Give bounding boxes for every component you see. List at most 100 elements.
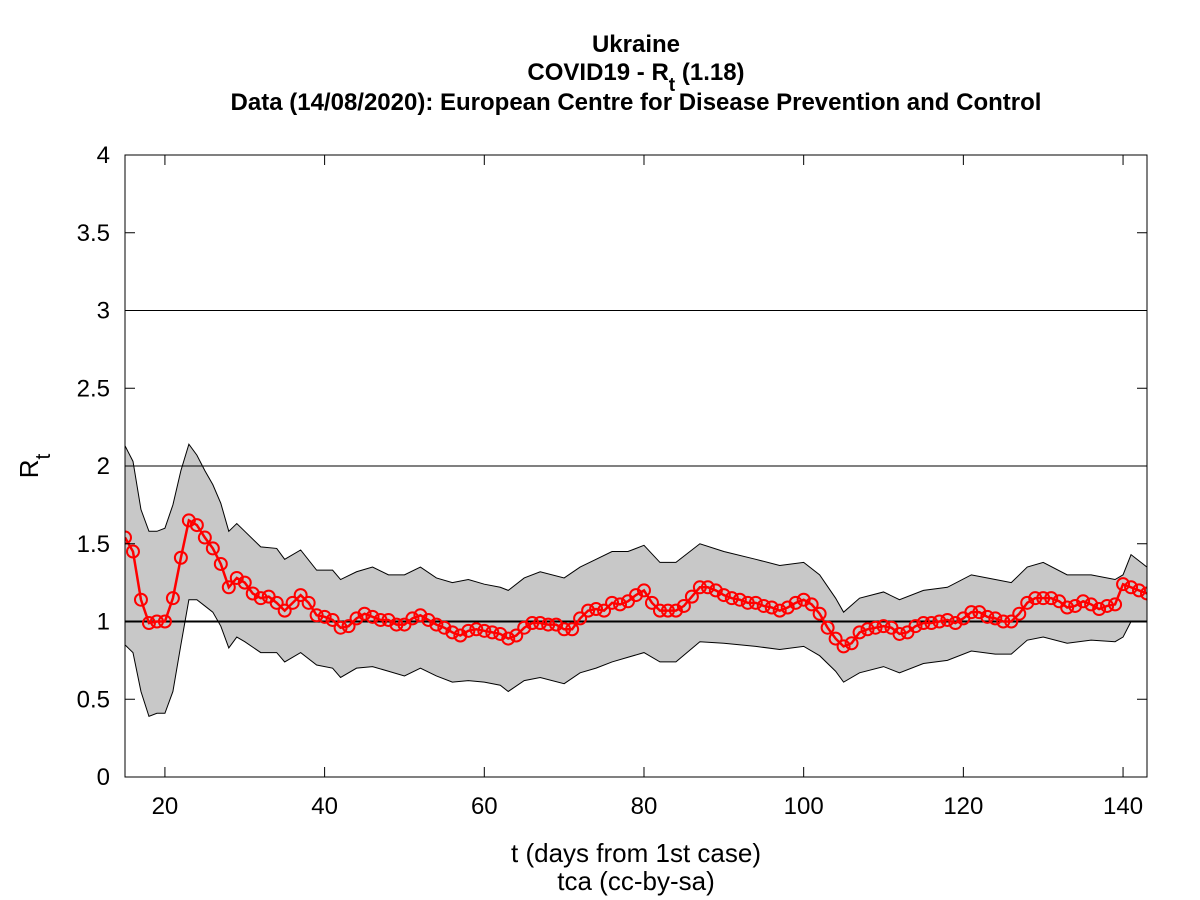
data-point	[852, 625, 867, 640]
data-point	[205, 541, 220, 556]
data-point	[157, 614, 172, 629]
data-point	[1100, 598, 1115, 613]
data-point	[141, 616, 156, 631]
data-point	[804, 597, 819, 612]
data-point	[876, 619, 891, 634]
data-point	[557, 622, 572, 637]
data-point	[1108, 597, 1123, 612]
data-point	[389, 617, 404, 632]
data-point	[964, 605, 979, 620]
data-point	[716, 588, 731, 603]
x-tick-label: 100	[784, 793, 824, 820]
y-tick-label: 2.5	[77, 375, 110, 402]
data-point	[613, 597, 628, 612]
data-point	[309, 608, 324, 623]
x-tick-label: 120	[943, 793, 983, 820]
data-point	[189, 518, 204, 533]
y-axis-label-sub: t	[32, 454, 55, 460]
data-point	[477, 623, 492, 638]
data-point	[221, 580, 236, 595]
y-tick-label: 1.5	[77, 531, 110, 558]
data-point	[293, 588, 308, 603]
chart-title: Data (14/08/2020): European Centre for D…	[231, 89, 1042, 116]
data-point	[700, 580, 715, 595]
data-point	[836, 639, 851, 654]
data-point	[644, 595, 659, 610]
y-axis-label-main: R	[14, 460, 44, 479]
data-point	[405, 611, 420, 626]
data-point	[461, 623, 476, 638]
caption: tca (cc-by-sa)	[557, 866, 714, 896]
data-point	[213, 556, 228, 571]
data-point	[317, 609, 332, 624]
x-axis-label: t (days from 1st case)	[511, 838, 761, 868]
data-point	[924, 616, 939, 631]
data-point	[868, 620, 883, 635]
data-point	[525, 616, 540, 631]
data-point	[652, 603, 667, 618]
data-point	[940, 612, 955, 627]
data-point	[636, 583, 651, 598]
data-point	[533, 616, 548, 631]
data-point	[1076, 594, 1091, 609]
data-point	[541, 617, 556, 632]
data-point	[932, 614, 947, 629]
data-point	[1044, 591, 1059, 606]
data-point	[1036, 591, 1051, 606]
y-tick-label: 0.5	[77, 686, 110, 713]
data-point	[133, 592, 148, 607]
data-point	[1124, 580, 1139, 595]
y-tick-label: 4	[97, 142, 110, 169]
data-point	[1028, 591, 1043, 606]
data-point	[692, 580, 707, 595]
data-point	[605, 595, 620, 610]
data-point	[429, 617, 444, 632]
data-point	[724, 591, 739, 606]
chart-title: Ukraine	[592, 31, 680, 58]
data-point	[589, 602, 604, 617]
data-point	[996, 614, 1011, 629]
data-point	[844, 636, 859, 651]
chart-title-sub: t	[669, 75, 676, 96]
plot-area	[125, 310, 1147, 718]
data-point	[237, 575, 252, 590]
confidence-band	[125, 443, 1147, 718]
data-point	[660, 603, 675, 618]
chart-title: COVID19 - Rt (1.18)	[527, 59, 744, 96]
data-point	[916, 616, 931, 631]
data-point	[365, 609, 380, 624]
y-tick-label: 2	[97, 453, 110, 480]
data-point	[373, 612, 388, 627]
data-point	[573, 611, 588, 626]
x-tick-label: 20	[152, 793, 179, 820]
data-point	[325, 612, 340, 627]
chart-title-main: Data (14/08/2020): European Centre for D…	[231, 89, 1042, 116]
data-point	[277, 603, 292, 618]
y-tick-label: 3.5	[77, 220, 110, 247]
data-point	[565, 622, 580, 637]
data-point	[357, 606, 372, 621]
data-point	[597, 603, 612, 618]
data-point	[988, 611, 1003, 626]
data-point	[445, 625, 460, 640]
data-point	[469, 622, 484, 637]
data-point	[748, 595, 763, 610]
data-point	[165, 591, 180, 606]
data-point	[772, 603, 787, 618]
data-point	[301, 595, 316, 610]
data-point	[684, 589, 699, 604]
data-point	[485, 625, 500, 640]
y-axis-label: Rt	[14, 454, 55, 479]
chart-title-main: COVID19 - R	[527, 59, 668, 86]
data-point	[764, 600, 779, 615]
data-point	[197, 530, 212, 545]
x-tick-label: 80	[631, 793, 658, 820]
data-point	[892, 626, 907, 641]
data-point	[812, 606, 827, 621]
data-point	[1004, 614, 1019, 629]
data-point	[253, 591, 268, 606]
data-point	[828, 631, 843, 646]
y-tick-label: 1	[97, 609, 110, 636]
chart-title-after: (1.18)	[675, 59, 744, 86]
